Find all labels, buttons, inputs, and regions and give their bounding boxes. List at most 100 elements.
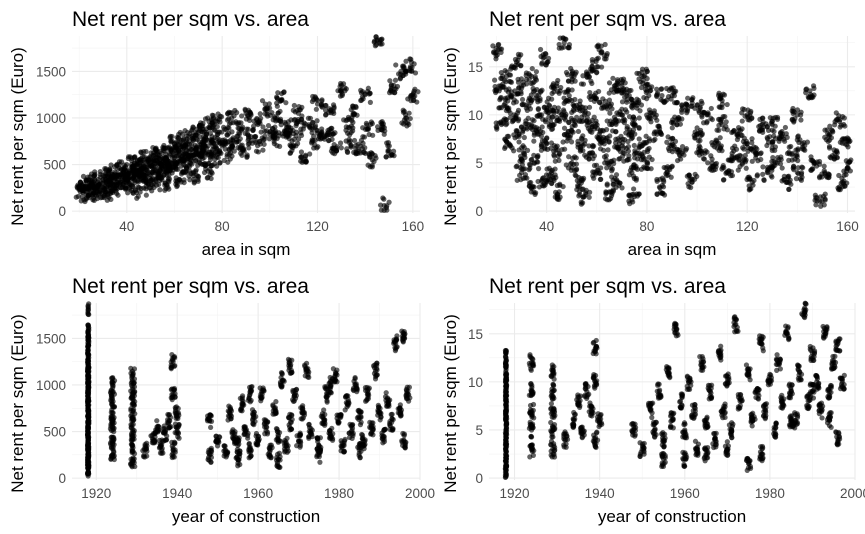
scatter-point [803, 87, 809, 93]
scatter-point [294, 118, 301, 124]
scatter-point [597, 129, 603, 135]
scatter-point [306, 434, 312, 440]
scatter-point [367, 99, 373, 105]
scatter-point [312, 123, 319, 129]
scatter-point [528, 122, 534, 128]
scatter-point [585, 111, 591, 117]
scatter-point [539, 124, 545, 130]
scatter-point [201, 154, 207, 161]
scatter-point [629, 120, 636, 127]
scatter-point [276, 429, 283, 436]
scatter-point [626, 156, 632, 163]
scatter-point [81, 186, 87, 192]
scatter-point [159, 177, 165, 183]
scatter-point [309, 130, 315, 136]
scatter-point [717, 104, 723, 110]
scatter-point [644, 161, 651, 167]
scatter-point [557, 182, 563, 189]
scatter-point [252, 134, 259, 140]
scatter-point [354, 112, 360, 118]
scatter-point [403, 68, 410, 74]
scatter-point [153, 178, 159, 184]
scatter-point [537, 46, 544, 53]
scatter-point [307, 115, 314, 121]
scatter-point [361, 134, 368, 140]
scatter-point [547, 172, 554, 179]
scatter-point [358, 87, 364, 93]
scatter-point [272, 113, 278, 120]
scatter-point [264, 106, 270, 112]
scatter-point [610, 75, 616, 81]
scatter-point [497, 46, 503, 52]
y-tick-label: 500 [43, 158, 66, 173]
scatter-point [539, 142, 545, 149]
scatter-point [337, 140, 344, 146]
scatter-point [639, 66, 646, 72]
scatter-point [827, 154, 833, 160]
scatter-point [359, 436, 365, 442]
scatter-point [383, 154, 389, 160]
scatter-point [647, 88, 653, 94]
scatter-point [589, 56, 595, 63]
scatter-point [85, 322, 91, 328]
scatter-point [338, 89, 344, 95]
scatter-point [85, 432, 91, 438]
scatter-point [575, 128, 582, 135]
scatter-point [614, 82, 620, 88]
scatter-point [262, 111, 268, 117]
scatter-point [125, 175, 132, 181]
scatter-point [516, 131, 522, 137]
scatter-point [665, 94, 672, 100]
scatter-point [508, 79, 515, 85]
scatter-point [85, 186, 91, 192]
scatter-point [172, 158, 178, 165]
scatter-point [300, 126, 306, 132]
scatter-point [741, 157, 747, 163]
scatter-point [660, 98, 666, 104]
x-tick-label: 40 [539, 219, 554, 234]
scatter-point [194, 144, 200, 151]
scatter-point [608, 101, 614, 107]
scatter-point [600, 96, 606, 102]
scatter-point [378, 37, 385, 43]
scatter-point [100, 176, 106, 182]
data-points [490, 35, 854, 209]
scatter-point [174, 430, 180, 436]
scatter-point [714, 145, 720, 151]
scatter-point [845, 136, 852, 142]
scatter-point [624, 97, 630, 103]
scatter-point [230, 429, 236, 436]
scatter-point [499, 75, 505, 82]
scatter-point [143, 192, 149, 198]
scatter-point [814, 198, 820, 204]
scatter-point [798, 112, 804, 118]
scatter-point [374, 367, 380, 373]
scatter-point [218, 114, 225, 120]
scatter-point [503, 116, 509, 123]
scatter-point [136, 173, 142, 180]
scatter-point [810, 83, 817, 89]
scatter-point [195, 173, 201, 179]
scatter-point [158, 172, 164, 178]
scatter-point [385, 149, 391, 155]
y-tick-label: 0 [58, 204, 66, 219]
scatter-point [729, 145, 736, 151]
scatter-point [743, 165, 749, 171]
scatter-point [737, 152, 743, 158]
scatter-point [617, 155, 623, 162]
scatter-point [608, 158, 614, 164]
scatter-point [289, 416, 295, 423]
scatter-point [181, 158, 187, 164]
scatter-point [651, 108, 657, 114]
scatter-point [360, 96, 366, 102]
scatter-point [685, 95, 691, 101]
scatter-point [646, 145, 652, 152]
scatter-point [283, 100, 289, 106]
scatter-point [291, 102, 297, 109]
scatter-point [122, 186, 128, 192]
scatter-point [513, 99, 519, 105]
scatter-point [616, 182, 622, 188]
scatter-point [516, 85, 522, 91]
scatter-point [544, 99, 550, 105]
scatter-point [132, 411, 138, 417]
